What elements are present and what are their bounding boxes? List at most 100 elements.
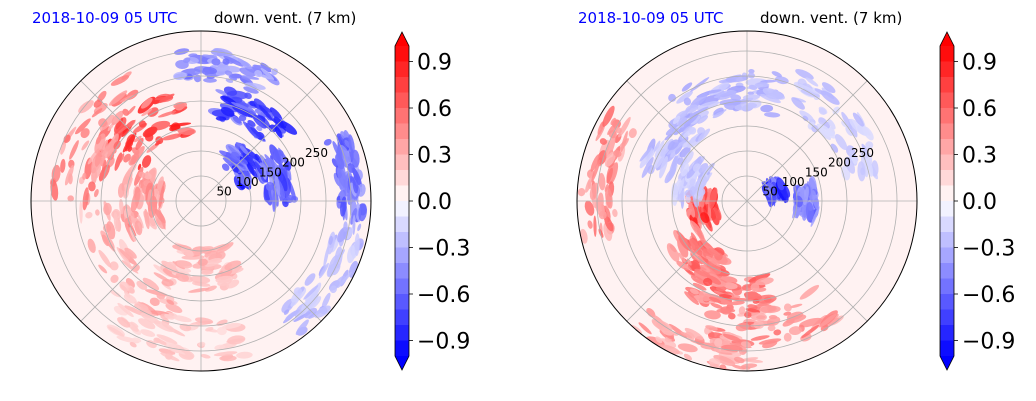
field-patch <box>127 105 136 115</box>
field-patch <box>95 135 102 145</box>
colorbar: −0.9 −0.6 −0.3 0.0 0.3 0.6 0.9 <box>939 31 1015 371</box>
field-patch <box>805 77 819 87</box>
field-patch <box>689 238 703 256</box>
field-patch <box>591 159 601 183</box>
field-patch <box>704 310 721 320</box>
field-patch <box>682 151 694 166</box>
colorbar-level <box>940 201 954 217</box>
field-patch <box>814 88 827 96</box>
field-patch <box>109 261 119 271</box>
field-patch <box>191 246 214 255</box>
field-patch <box>764 112 781 118</box>
colorbar-level <box>940 278 954 295</box>
field-patch <box>244 82 266 90</box>
field-patch <box>138 318 156 330</box>
field-patch <box>188 287 210 293</box>
field-patch <box>158 348 176 355</box>
field-patch <box>240 60 253 70</box>
colorbar-tick-label: −0.9 <box>962 330 1015 355</box>
field-patch <box>656 344 680 355</box>
field-patch <box>803 186 809 206</box>
field-patch <box>334 246 343 269</box>
field-patch <box>82 187 89 211</box>
field-patch <box>293 287 303 296</box>
field-patch <box>834 133 848 151</box>
colorbar-level <box>395 61 409 78</box>
field-patch <box>682 125 693 135</box>
field-patch <box>734 102 758 111</box>
field-patch <box>180 350 195 359</box>
field-patch <box>347 245 356 264</box>
field-patch <box>215 116 227 121</box>
field-patch <box>149 297 160 307</box>
field-patch <box>799 317 823 328</box>
field-patch <box>690 115 701 125</box>
field-patch <box>688 126 697 135</box>
field-patch <box>50 179 59 201</box>
field-patch <box>106 221 116 240</box>
field-patch <box>51 164 61 183</box>
field-patch <box>242 152 256 170</box>
field-patch <box>716 308 736 314</box>
colorbar-level <box>395 108 409 124</box>
field-patch <box>87 238 96 253</box>
field-patch <box>832 106 840 115</box>
field-patch <box>750 282 760 292</box>
field-patch <box>141 97 153 109</box>
field-patch <box>810 206 820 227</box>
field-patch <box>714 338 723 347</box>
field-patch <box>819 313 837 328</box>
field-patch <box>747 304 758 310</box>
field-patch <box>175 272 189 282</box>
field-patch <box>783 303 792 312</box>
field-patch <box>738 306 746 315</box>
field-patch <box>95 164 101 179</box>
field-patch <box>613 150 622 157</box>
field-patch <box>681 82 693 92</box>
field-patch <box>748 68 755 74</box>
radial-tick-label: 150 <box>805 165 828 179</box>
field-patch <box>102 139 117 159</box>
field-patch <box>91 108 103 118</box>
field-patch <box>130 307 137 312</box>
radial-tick-label: 200 <box>282 156 305 170</box>
field-patch <box>195 317 214 325</box>
field-patch <box>747 91 754 96</box>
colorbar-level <box>395 46 409 62</box>
field-patch <box>81 140 90 151</box>
field-patch <box>849 118 868 136</box>
field-patch <box>161 279 174 287</box>
field-patch <box>752 298 760 304</box>
field-patch <box>329 285 337 294</box>
field-patch <box>202 54 216 60</box>
field-patch <box>188 53 198 58</box>
field-patch <box>113 212 119 232</box>
radial-tick-label: 200 <box>828 156 851 170</box>
field-patch <box>103 202 112 216</box>
colorbar-level <box>395 340 409 357</box>
field-patch <box>358 203 368 222</box>
field-patch <box>155 136 164 145</box>
colorbar-level <box>940 340 954 357</box>
field-patch <box>692 163 701 172</box>
field-patch <box>189 275 211 284</box>
field-patch <box>304 307 318 319</box>
field-patch <box>709 187 718 209</box>
field-patch <box>696 115 709 124</box>
field-patch <box>116 246 131 267</box>
colorbar-level <box>940 77 954 93</box>
field-patch <box>830 143 839 153</box>
field-patch <box>679 146 691 158</box>
field-patch <box>754 82 770 88</box>
field-patch <box>801 324 820 339</box>
field-patch <box>680 162 689 177</box>
field-patch <box>214 344 226 351</box>
field-patch <box>173 71 187 81</box>
field-patch <box>231 165 239 173</box>
field-patch <box>605 135 616 159</box>
field-patch <box>219 150 240 163</box>
colorbar-level <box>940 170 954 186</box>
colorbar-extend-min <box>940 356 954 370</box>
field-patch <box>346 227 354 240</box>
field-patch <box>221 163 230 171</box>
